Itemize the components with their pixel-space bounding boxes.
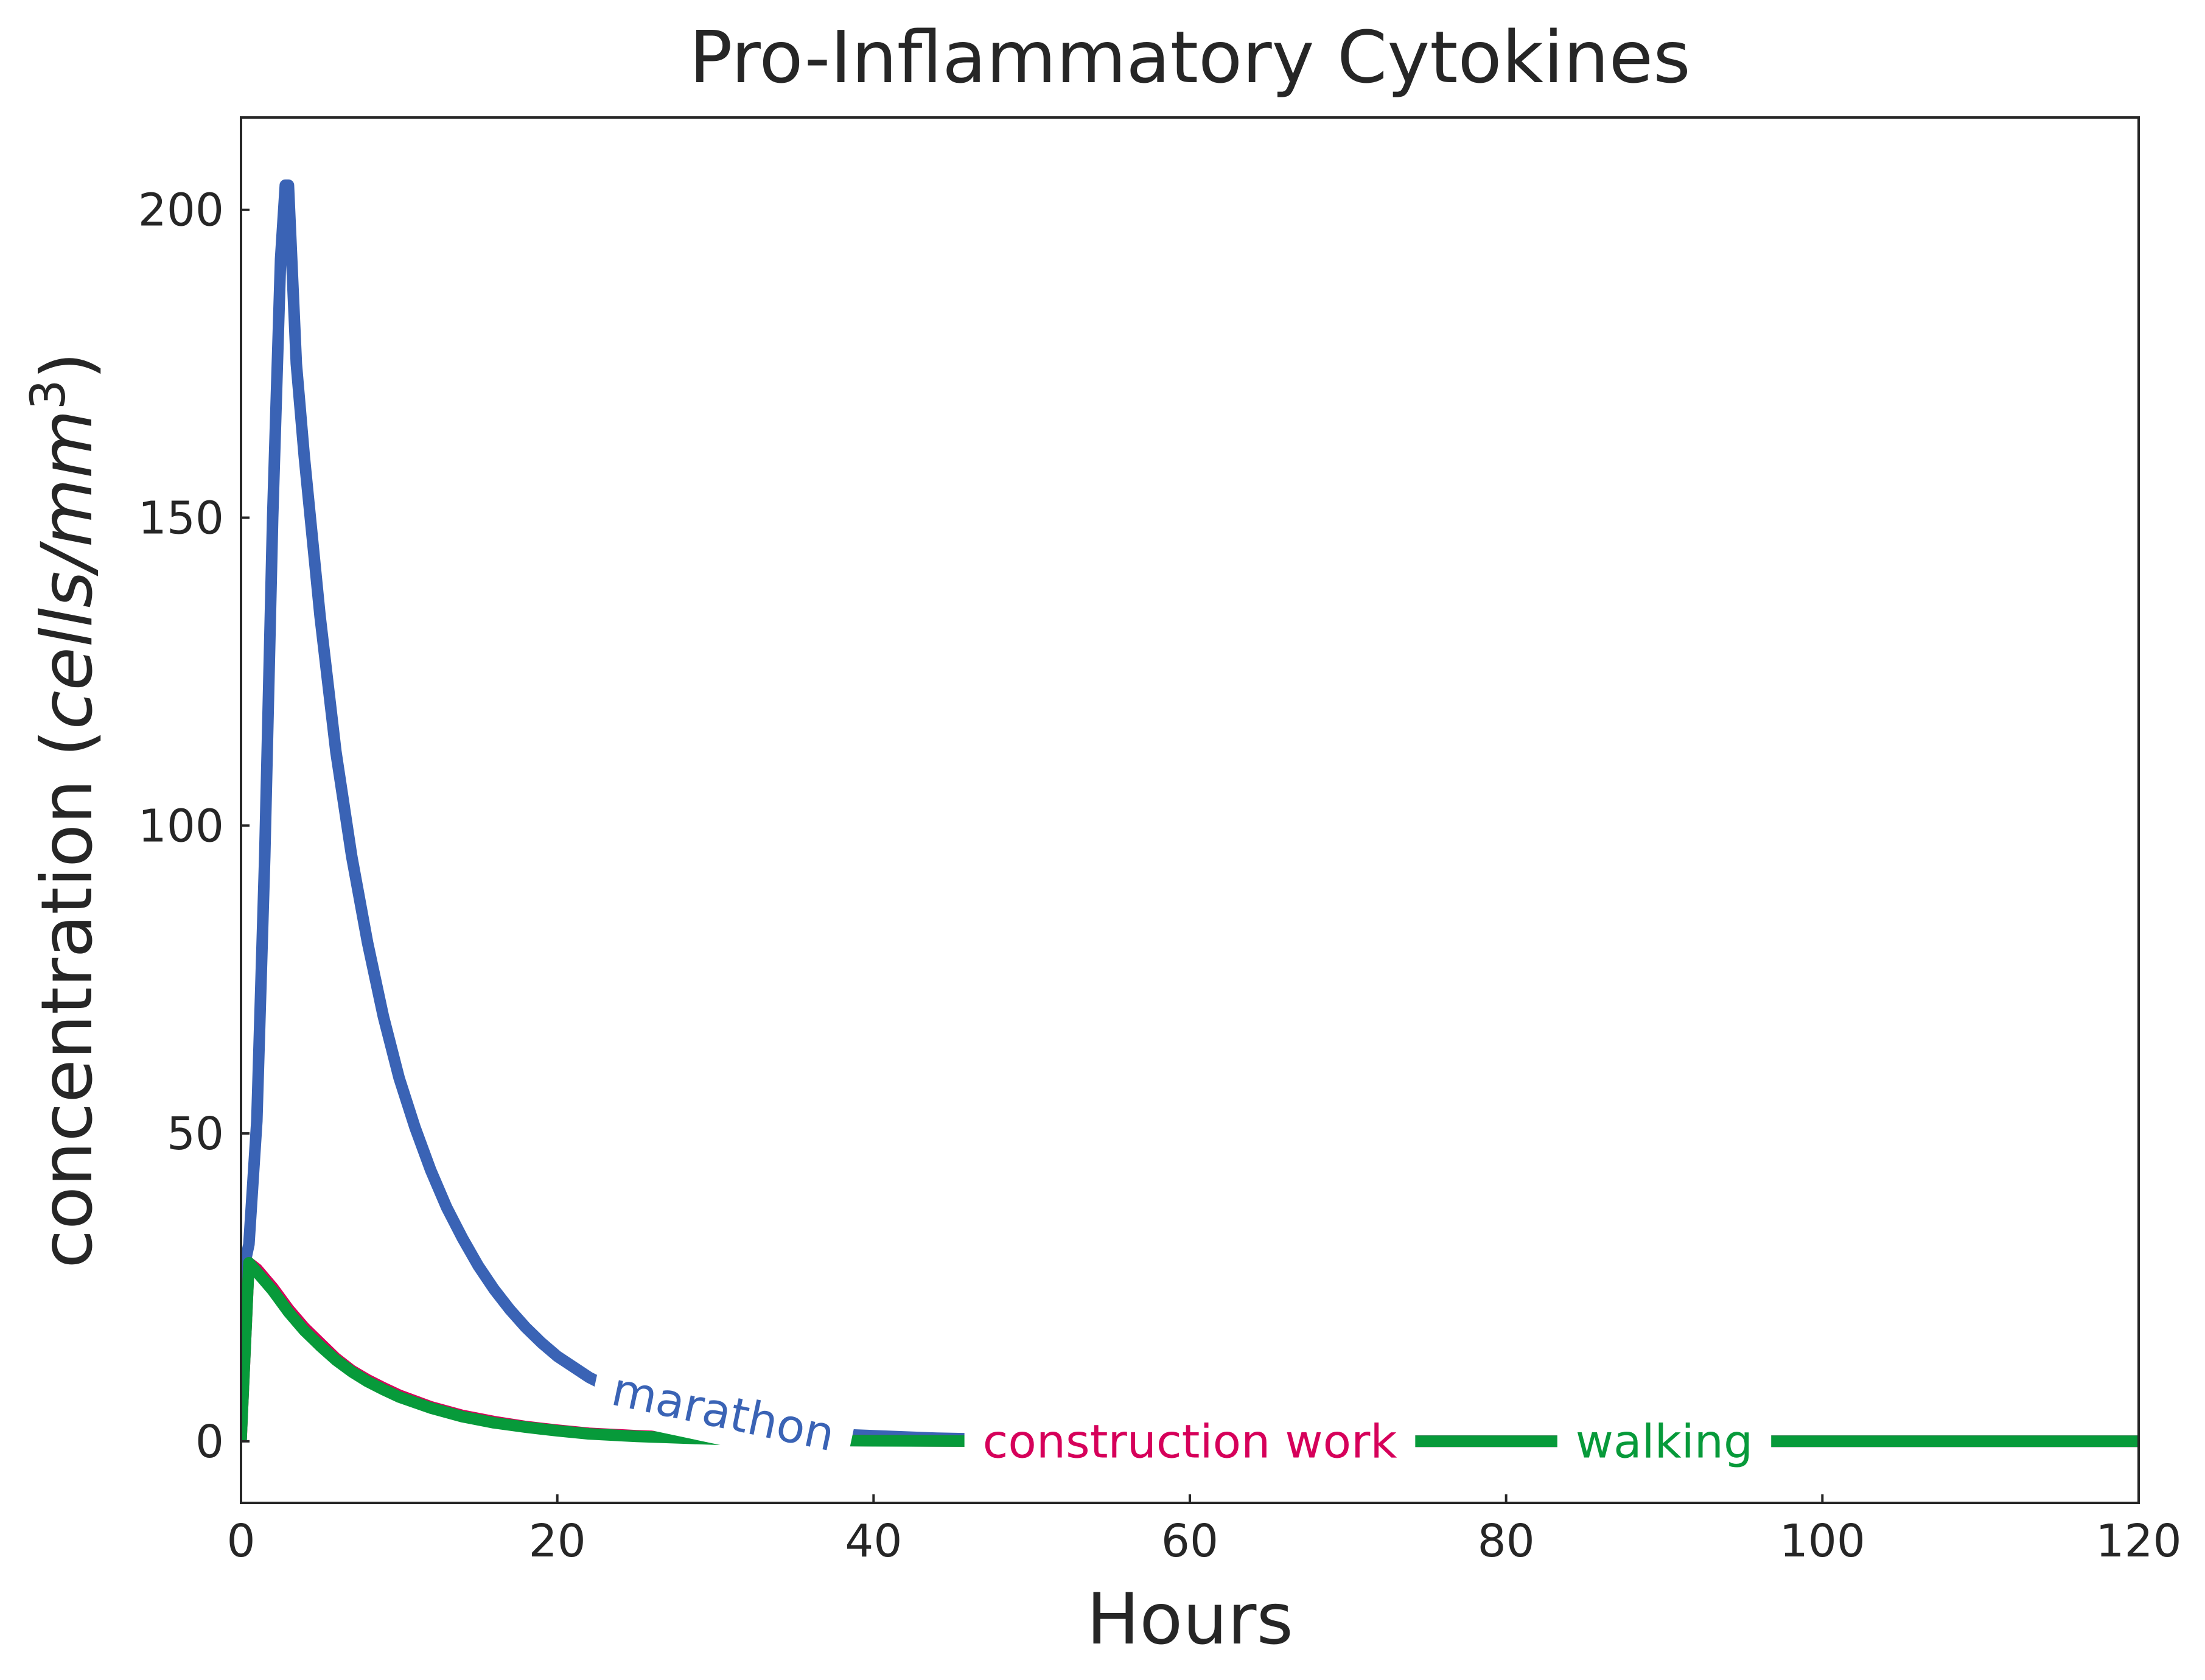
y-tick-label: 200	[138, 184, 224, 237]
inline-label-text: construction work	[983, 1414, 1397, 1468]
series-line-marathon	[241, 179, 2139, 1447]
x-tick-label: 80	[1478, 1515, 1535, 1567]
inline-label-text: walking	[1576, 1414, 1753, 1468]
y-axis-label-exponent: 3	[21, 379, 76, 410]
y-axis-label-unit: cells/mm	[26, 410, 108, 729]
inline-label-background	[964, 1408, 1416, 1475]
chart-title: Pro-Inflammatory Cytokines	[689, 15, 1690, 99]
y-tick-label: 50	[167, 1108, 224, 1160]
inline-label-marathon: marathon	[588, 1352, 859, 1472]
y-axis-label-close: )	[26, 352, 108, 379]
inline-label-background	[588, 1352, 859, 1472]
x-axis-label: Hours	[1086, 1578, 1293, 1661]
plot-area: marathon construction work walking 0 20 40 60…	[138, 116, 2182, 1567]
x-tick-label: 20	[529, 1515, 586, 1567]
x-tick-label: 60	[1161, 1515, 1218, 1567]
y-axis-label-main: concentration (	[26, 729, 108, 1269]
x-tick-label: 100	[1780, 1515, 1865, 1567]
inline-label-background	[1557, 1408, 1772, 1475]
y-axis-label: concentration (cells/mm3)	[21, 352, 108, 1269]
inline-label-walking: walking	[1557, 1408, 1772, 1475]
y-tick-label: 0	[195, 1416, 224, 1468]
x-tick-label: 0	[226, 1515, 255, 1567]
y-tick-label: 100	[138, 800, 224, 852]
y-tick-label: 150	[138, 492, 224, 545]
plot-frame	[240, 116, 2140, 1504]
x-tick-label: 120	[2095, 1515, 2181, 1567]
inline-label-construction-work: construction work	[964, 1408, 1416, 1475]
inline-label-text: marathon	[607, 1362, 839, 1461]
x-tick-label: 40	[845, 1515, 902, 1567]
